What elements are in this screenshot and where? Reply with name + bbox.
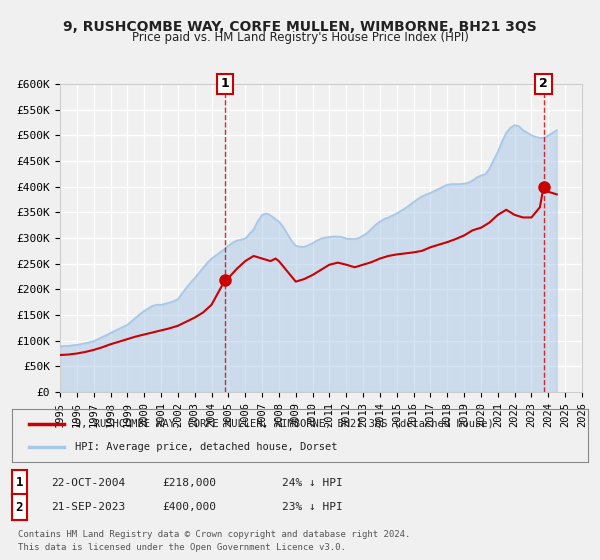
Text: 9, RUSHCOMBE WAY, CORFE MULLEN, WIMBORNE, BH21 3QS (detached house): 9, RUSHCOMBE WAY, CORFE MULLEN, WIMBORNE… bbox=[76, 419, 494, 429]
Text: £218,000: £218,000 bbox=[162, 478, 216, 488]
Text: 24% ↓ HPI: 24% ↓ HPI bbox=[282, 478, 343, 488]
Text: This data is licensed under the Open Government Licence v3.0.: This data is licensed under the Open Gov… bbox=[18, 543, 346, 552]
Text: HPI: Average price, detached house, Dorset: HPI: Average price, detached house, Dors… bbox=[76, 442, 338, 452]
Text: Contains HM Land Registry data © Crown copyright and database right 2024.: Contains HM Land Registry data © Crown c… bbox=[18, 530, 410, 539]
Text: 21-SEP-2023: 21-SEP-2023 bbox=[51, 502, 125, 512]
Text: 1: 1 bbox=[16, 477, 23, 489]
Text: 23% ↓ HPI: 23% ↓ HPI bbox=[282, 502, 343, 512]
Text: 2: 2 bbox=[16, 501, 23, 514]
Text: 1: 1 bbox=[221, 77, 229, 91]
Text: £400,000: £400,000 bbox=[162, 502, 216, 512]
Text: Price paid vs. HM Land Registry's House Price Index (HPI): Price paid vs. HM Land Registry's House … bbox=[131, 31, 469, 44]
Text: 9, RUSHCOMBE WAY, CORFE MULLEN, WIMBORNE, BH21 3QS: 9, RUSHCOMBE WAY, CORFE MULLEN, WIMBORNE… bbox=[63, 20, 537, 34]
Text: 2: 2 bbox=[539, 77, 548, 91]
Text: 22-OCT-2004: 22-OCT-2004 bbox=[51, 478, 125, 488]
